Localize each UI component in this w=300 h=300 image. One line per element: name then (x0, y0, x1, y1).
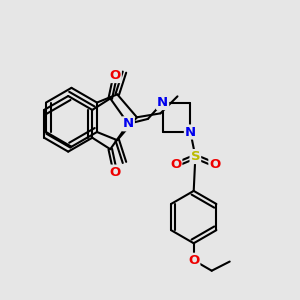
Text: O: O (110, 69, 121, 82)
Text: O: O (110, 166, 121, 178)
Text: N: N (123, 117, 134, 130)
Text: O: O (170, 158, 181, 171)
Text: N: N (157, 96, 168, 109)
Text: O: O (209, 158, 220, 171)
Text: O: O (188, 254, 199, 267)
Text: N: N (185, 125, 196, 139)
Text: S: S (190, 150, 200, 163)
